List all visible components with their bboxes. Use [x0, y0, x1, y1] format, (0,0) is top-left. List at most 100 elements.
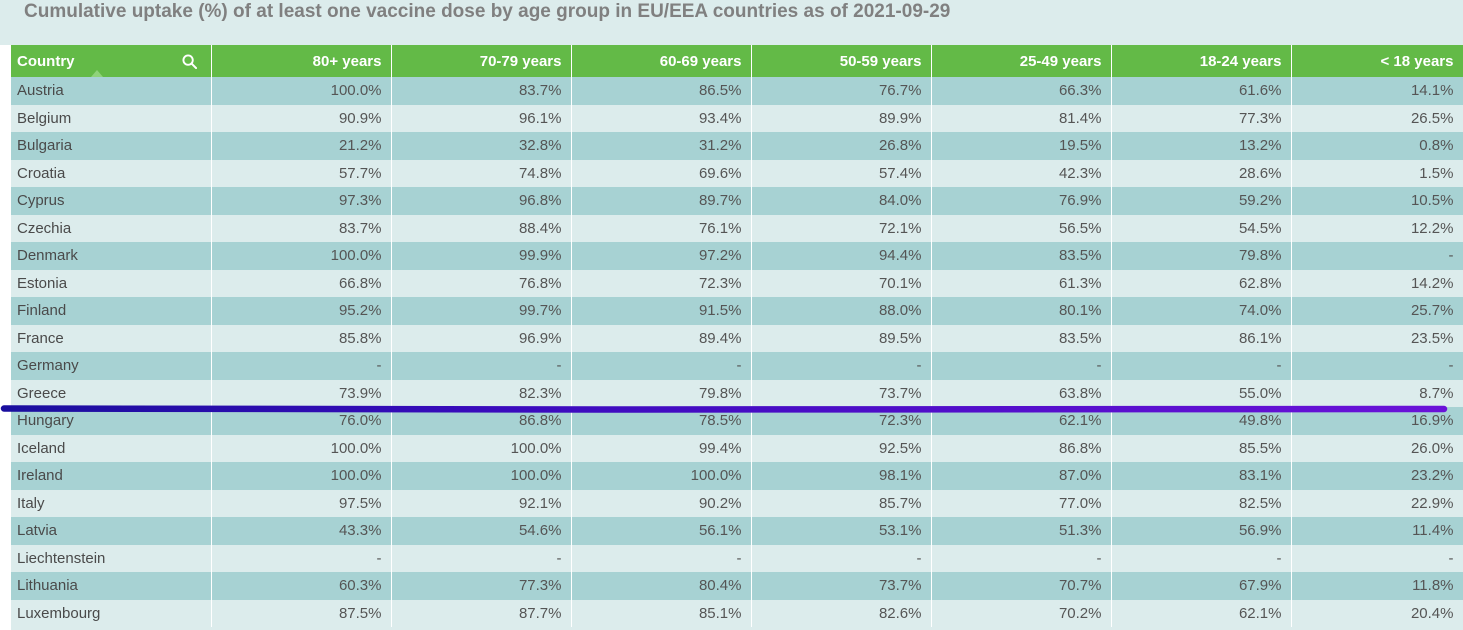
- value-cell: 59.2%: [1111, 187, 1292, 215]
- column-header-25-49[interactable]: 25-49 years: [931, 45, 1112, 77]
- value-cell: 56.5%: [931, 214, 1112, 242]
- value-cell: -: [211, 352, 392, 380]
- value-cell: 51.3%: [931, 517, 1112, 545]
- value-cell: 61.3%: [931, 269, 1112, 297]
- value-cell: 97.3%: [211, 187, 392, 215]
- value-cell: 100.0%: [391, 434, 572, 462]
- table-row[interactable]: Lithuania 60.3% 77.3% 80.4% 73.7% 70.7% 67.9% 1…: [11, 572, 1463, 600]
- column-header-label: Country: [17, 52, 75, 70]
- value-cell: 53.1%: [751, 517, 932, 545]
- value-cell: 62.8%: [1111, 269, 1292, 297]
- table-row[interactable]: Latvia 43.3% 54.6% 56.1% 53.1% 51.3% 56.9% 11.4…: [11, 517, 1463, 545]
- table-row[interactable]: Hungary 76.0% 86.8% 78.5% 72.3% 62.1% 49.8% 16.…: [11, 407, 1463, 435]
- value-cell: 73.7%: [751, 379, 932, 407]
- data-table-container: Country 80+ years 70-79 years 60-69 year…: [11, 45, 1463, 630]
- value-cell: 77.3%: [391, 572, 572, 600]
- value-cell: 83.5%: [931, 324, 1112, 352]
- country-cell: Ireland: [11, 462, 212, 490]
- value-cell: -: [931, 544, 1112, 572]
- value-cell: 92.1%: [391, 489, 572, 517]
- value-cell: 87.0%: [931, 462, 1112, 490]
- value-cell: 73.7%: [751, 572, 932, 600]
- table-row[interactable]: Finland 95.2% 99.7% 91.5% 88.0% 80.1% 74.0% 25.…: [11, 297, 1463, 325]
- value-cell: 78.5%: [571, 407, 752, 435]
- column-header-50-59[interactable]: 50-59 years: [751, 45, 932, 77]
- value-cell: 54.5%: [1111, 214, 1292, 242]
- column-header-country[interactable]: Country: [11, 45, 212, 77]
- value-cell: 76.0%: [211, 407, 392, 435]
- value-cell: 86.8%: [931, 434, 1112, 462]
- value-cell: 69.6%: [571, 159, 752, 187]
- table-row[interactable]: Italy 97.5% 92.1% 90.2% 85.7% 77.0% 82.5% 22.9%: [11, 489, 1463, 517]
- sort-ascending-icon[interactable]: [91, 70, 103, 77]
- value-cell: 21.2%: [211, 132, 392, 160]
- table-row[interactable]: Luxembourg 87.5% 87.7% 85.1% 82.6% 70.2% 62.1%…: [11, 599, 1463, 627]
- table-row[interactable]: Estonia 66.8% 76.8% 72.3% 70.1% 61.3% 62.8% 14.…: [11, 269, 1463, 297]
- column-header-under-18[interactable]: < 18 years: [1291, 45, 1463, 77]
- value-cell: 32.8%: [391, 132, 572, 160]
- value-cell: 83.5%: [931, 242, 1112, 270]
- column-header-70-79[interactable]: 70-79 years: [391, 45, 572, 77]
- value-cell: 28.6%: [1111, 159, 1292, 187]
- value-cell: 100.0%: [571, 462, 752, 490]
- value-cell: 61.6%: [1111, 77, 1292, 105]
- value-cell: 77.3%: [1111, 104, 1292, 132]
- table-row[interactable]: Greece 73.9% 82.3% 79.8% 73.7% 63.8% 55.0% 8.7%: [11, 379, 1463, 407]
- value-cell: 100.0%: [391, 462, 572, 490]
- value-cell: 100.0%: [211, 462, 392, 490]
- value-cell: 49.8%: [1111, 407, 1292, 435]
- table-row[interactable]: Bulgaria 21.2% 32.8% 31.2% 26.8% 19.5% 13.2% 0.…: [11, 132, 1463, 160]
- value-cell: 72.3%: [571, 269, 752, 297]
- table-row[interactable]: France 85.8% 96.9% 89.4% 89.5% 83.5% 86.1% 23.5…: [11, 324, 1463, 352]
- value-cell: 57.7%: [211, 159, 392, 187]
- value-cell: 42.3%: [931, 159, 1112, 187]
- value-cell: 85.7%: [751, 489, 932, 517]
- table-row[interactable]: Croatia 57.7% 74.8% 69.6% 57.4% 42.3% 28.6% 1.5…: [11, 159, 1463, 187]
- table-row[interactable]: Cyprus 97.3% 96.8% 89.7% 84.0% 76.9% 59.2% 10.5…: [11, 187, 1463, 215]
- value-cell: 54.6%: [391, 517, 572, 545]
- value-cell: 80.4%: [571, 572, 752, 600]
- value-cell: 62.1%: [1111, 599, 1292, 627]
- country-cell: Italy: [11, 489, 212, 517]
- value-cell: -: [751, 352, 932, 380]
- value-cell: 89.4%: [571, 324, 752, 352]
- table-row[interactable]: Austria 100.0% 83.7% 86.5% 76.7% 66.3% 61.6% 14…: [11, 77, 1463, 105]
- table-row[interactable]: Ireland 100.0% 100.0% 100.0% 98.1% 87.0% 83.1%…: [11, 462, 1463, 490]
- value-cell: 84.0%: [751, 187, 932, 215]
- vaccine-uptake-table: Country 80+ years 70-79 years 60-69 year…: [11, 45, 1463, 627]
- value-cell: 76.7%: [751, 77, 932, 105]
- value-cell: 89.9%: [751, 104, 932, 132]
- table-row[interactable]: Iceland 100.0% 100.0% 99.4% 92.5% 86.8% 85.5% 2…: [11, 434, 1463, 462]
- table-row[interactable]: Belgium 90.9% 96.1% 93.4% 89.9% 81.4% 77.3% 26.…: [11, 104, 1463, 132]
- value-cell: 96.9%: [391, 324, 572, 352]
- country-cell: Hungary: [11, 407, 212, 435]
- country-cell: Croatia: [11, 159, 212, 187]
- column-header-18-24[interactable]: 18-24 years: [1111, 45, 1292, 77]
- column-header-60-69[interactable]: 60-69 years: [571, 45, 752, 77]
- country-cell: Latvia: [11, 517, 212, 545]
- value-cell: 99.9%: [391, 242, 572, 270]
- value-cell: -: [571, 544, 752, 572]
- table-row[interactable]: Denmark 100.0% 99.9% 97.2% 94.4% 83.5% 79.8% -: [11, 242, 1463, 270]
- value-cell: 60.3%: [211, 572, 392, 600]
- value-cell: 20.4%: [1291, 599, 1463, 627]
- value-cell: 92.5%: [751, 434, 932, 462]
- country-cell: France: [11, 324, 212, 352]
- value-cell: -: [211, 544, 392, 572]
- search-icon[interactable]: [181, 54, 197, 69]
- value-cell: 73.9%: [211, 379, 392, 407]
- table-row[interactable]: Germany - - - - - - -: [11, 352, 1463, 380]
- value-cell: 98.1%: [751, 462, 932, 490]
- value-cell: 96.1%: [391, 104, 572, 132]
- value-cell: 80.1%: [931, 297, 1112, 325]
- table-row[interactable]: Czechia 83.7% 88.4% 76.1% 72.1% 56.5% 54.5% 12.…: [11, 214, 1463, 242]
- title-bar: Cumulative uptake (%) of at least one va…: [0, 0, 1463, 45]
- value-cell: 14.1%: [1291, 77, 1463, 105]
- column-header-80-plus[interactable]: 80+ years: [211, 45, 392, 77]
- country-cell: Greece: [11, 379, 212, 407]
- value-cell: 97.5%: [211, 489, 392, 517]
- value-cell: -: [1291, 352, 1463, 380]
- table-row[interactable]: Liechtenstein - - - - - - -: [11, 544, 1463, 572]
- value-cell: 72.1%: [751, 214, 932, 242]
- value-cell: -: [1291, 242, 1463, 270]
